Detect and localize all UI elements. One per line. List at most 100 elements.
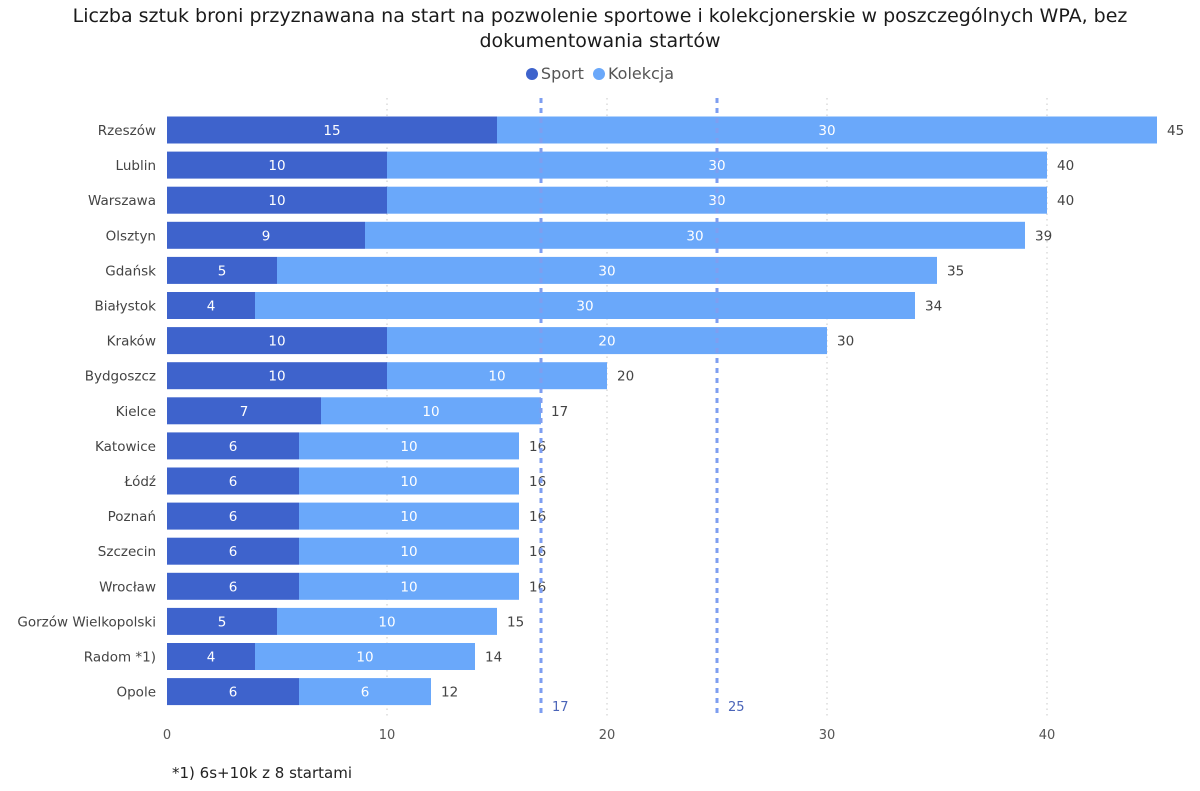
bar-sport xyxy=(167,116,497,144)
total-label: 45 xyxy=(1167,123,1184,139)
bar-kolekcja xyxy=(277,607,497,635)
footnote: *1) 6s+10k z 8 startami xyxy=(172,764,352,782)
category-label: Rzeszów xyxy=(98,123,156,139)
legend-swatch-sport xyxy=(525,67,538,80)
data-label-sport: 10 xyxy=(268,369,285,385)
category-label: Wrocław xyxy=(99,579,156,595)
data-label-kolekcja: 10 xyxy=(400,579,417,595)
data-label-kolekcja: 10 xyxy=(400,509,417,525)
bar-sport xyxy=(167,221,365,249)
category-label: Lublin xyxy=(116,158,156,174)
data-label-sport: 4 xyxy=(207,650,216,666)
data-label-kolekcja: 30 xyxy=(598,263,615,279)
legend: Sport Kolekcja xyxy=(0,64,1200,84)
x-tick-label: 30 xyxy=(819,728,836,743)
data-label-kolekcja: 10 xyxy=(356,650,373,666)
total-label: 17 xyxy=(551,404,568,420)
data-label-sport: 6 xyxy=(229,439,238,455)
bar-sport xyxy=(167,467,299,495)
bar-sport xyxy=(167,151,387,179)
bar-sport xyxy=(167,678,299,706)
x-tick-label: 20 xyxy=(599,728,616,743)
total-label: 15 xyxy=(507,614,524,630)
data-label-sport: 5 xyxy=(218,614,227,630)
data-label-sport: 6 xyxy=(229,474,238,490)
legend-item-kolekcja[interactable]: Kolekcja xyxy=(592,64,675,83)
data-label-sport: 6 xyxy=(229,509,238,525)
bar-sport xyxy=(167,607,277,635)
total-label: 40 xyxy=(1057,193,1074,209)
bar-kolekcja xyxy=(299,572,519,600)
bar-sport xyxy=(167,327,387,355)
data-label-kolekcja: 30 xyxy=(686,228,703,244)
total-label: 16 xyxy=(529,474,546,490)
data-label-sport: 7 xyxy=(240,404,249,420)
data-label-kolekcja: 30 xyxy=(576,299,593,315)
bar-kolekcja xyxy=(299,537,519,565)
data-label-kolekcja: 30 xyxy=(818,123,835,139)
data-label-sport: 6 xyxy=(229,685,238,701)
data-label-sport: 6 xyxy=(229,544,238,560)
bar-sport xyxy=(167,186,387,214)
data-label-sport: 4 xyxy=(207,299,216,315)
bar-kolekcja xyxy=(387,327,827,355)
bar-kolekcja xyxy=(387,362,607,390)
bar-kolekcja xyxy=(387,151,1047,179)
bar-sport xyxy=(167,256,277,284)
category-label: Radom *1) xyxy=(84,650,156,666)
category-label: Poznań xyxy=(108,509,156,525)
bar-kolekcja xyxy=(299,467,519,495)
data-label-kolekcja: 10 xyxy=(400,544,417,560)
x-tick-label: 10 xyxy=(379,728,396,743)
bar-sport xyxy=(167,537,299,565)
total-label: 34 xyxy=(925,299,942,315)
data-label-kolekcja: 10 xyxy=(400,439,417,455)
bar-kolekcja xyxy=(255,292,915,319)
data-label-sport: 10 xyxy=(268,193,285,209)
data-label-sport: 15 xyxy=(323,123,340,139)
bar-sport xyxy=(167,362,387,390)
bar-sport xyxy=(167,292,255,319)
data-label-kolekcja: 20 xyxy=(598,334,615,350)
category-label: Szczecin xyxy=(98,544,156,560)
bar-sport xyxy=(167,572,299,600)
data-label-kolekcja: 6 xyxy=(361,685,370,701)
category-label: Białystok xyxy=(94,299,156,315)
total-label: 12 xyxy=(441,685,458,701)
category-label: Łódź xyxy=(123,474,156,490)
category-label: Gdańsk xyxy=(105,263,156,279)
data-label-sport: 5 xyxy=(218,263,227,279)
total-label: 16 xyxy=(529,439,546,455)
category-label: Kielce xyxy=(116,404,156,420)
legend-label-kolekcja: Kolekcja xyxy=(607,64,675,83)
data-label-kolekcja: 30 xyxy=(708,158,725,174)
category-label: Gorzów Wielkopolski xyxy=(17,614,156,630)
legend-item-sport[interactable]: Sport xyxy=(525,64,584,83)
bar-kolekcja xyxy=(277,256,937,284)
bar-sport xyxy=(167,397,321,425)
bar-kolekcja xyxy=(299,432,519,460)
bar-kolekcja xyxy=(321,397,541,425)
data-label-sport: 10 xyxy=(268,334,285,350)
category-label: Kraków xyxy=(107,334,156,350)
x-tick-label: 40 xyxy=(1039,728,1056,743)
total-label: 16 xyxy=(529,544,546,560)
data-label-sport: 6 xyxy=(229,579,238,595)
category-label: Opole xyxy=(116,685,156,701)
total-label: 39 xyxy=(1035,228,1052,244)
total-label: 20 xyxy=(617,369,634,385)
bar-sport xyxy=(167,502,299,530)
category-label: Warszawa xyxy=(88,193,156,209)
total-label: 35 xyxy=(947,263,964,279)
legend-swatch-kolekcja xyxy=(592,67,605,80)
category-label: Olsztyn xyxy=(106,228,156,244)
data-label-sport: 9 xyxy=(262,228,271,244)
data-label-kolekcja: 10 xyxy=(488,369,505,385)
legend-label-sport: Sport xyxy=(540,64,584,83)
x-tick-label: 0 xyxy=(163,728,171,743)
total-label: 40 xyxy=(1057,158,1074,174)
data-label-kolekcja: 10 xyxy=(422,404,439,420)
data-label-kolekcja: 10 xyxy=(400,474,417,490)
bar-kolekcja xyxy=(299,678,431,706)
